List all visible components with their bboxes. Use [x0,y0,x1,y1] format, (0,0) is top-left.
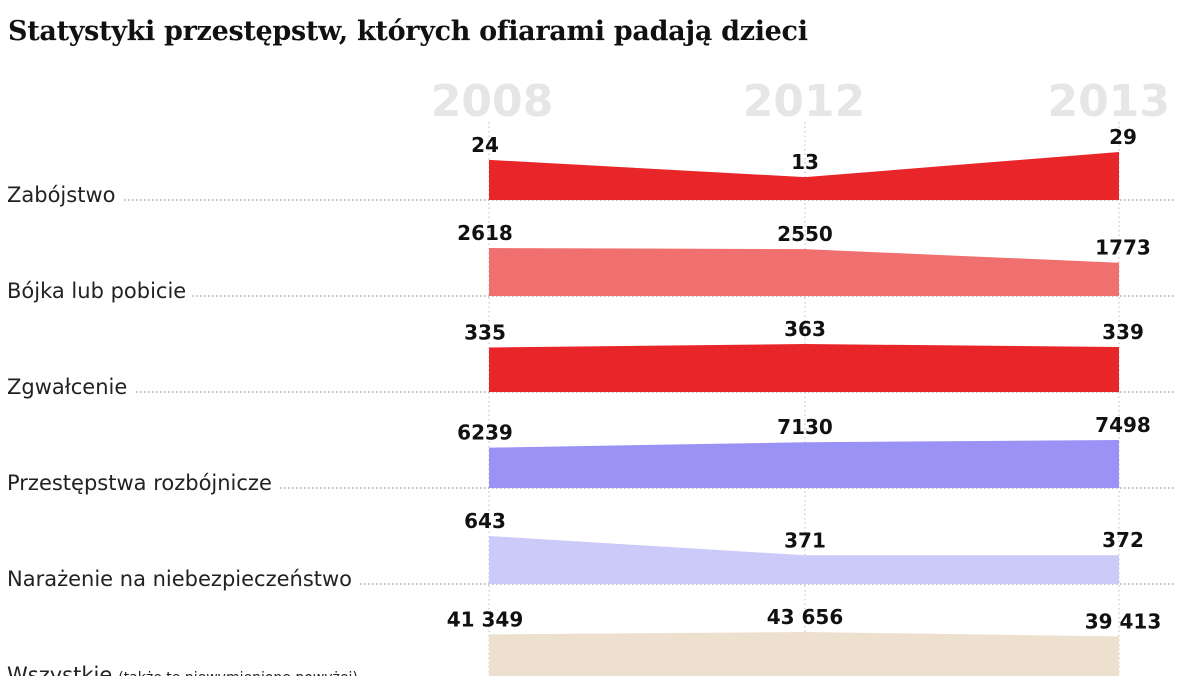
value-label: 29 [1109,125,1137,149]
value-label: 13 [791,150,819,174]
value-label: 6239 [457,421,513,445]
row-label: Zgwałcenie [7,375,127,399]
row-label-bg [5,660,364,676]
series-band [489,440,1119,488]
value-label: 1773 [1095,236,1151,260]
row-label-note: (także te niewymienione powyżej) [118,670,358,676]
row-label-bg [5,180,122,204]
value-label: 24 [471,133,499,157]
row-label-bg [5,468,278,492]
row-label: Bójka lub pobicie [7,279,186,303]
row-label-bg [5,372,134,396]
row-label-bg [5,276,193,300]
value-label: 7498 [1095,413,1151,437]
chart-title: Statystyki przestępstw, których ofiarami… [8,16,808,47]
value-label: 363 [784,317,826,341]
value-label: 339 [1102,320,1144,344]
row-label-bg [5,564,359,588]
value-label: 41 349 [447,607,524,631]
value-label: 7130 [777,415,833,439]
value-label: 372 [1102,528,1144,552]
series-band [489,248,1119,296]
year-label-2012: 2012 [743,76,865,127]
series-band [489,632,1119,676]
series-band [489,536,1119,584]
value-label: 2550 [777,222,833,246]
value-label: 43 656 [767,605,844,629]
value-label: 643 [464,509,506,533]
row-label: Przestępstwa rozbójnicze [7,471,272,495]
year-label-2013: 2013 [1048,76,1170,127]
row-label: Zabójstwo [7,183,115,207]
value-label: 39 413 [1085,609,1162,633]
series-band [489,152,1119,200]
value-label: 371 [784,528,826,552]
value-label: 335 [464,321,506,345]
series-band [489,344,1119,392]
year-label-2008: 2008 [431,76,553,127]
value-label: 2618 [457,221,513,245]
row-label: Narażenie na niebezpieczeństwo [7,567,352,591]
